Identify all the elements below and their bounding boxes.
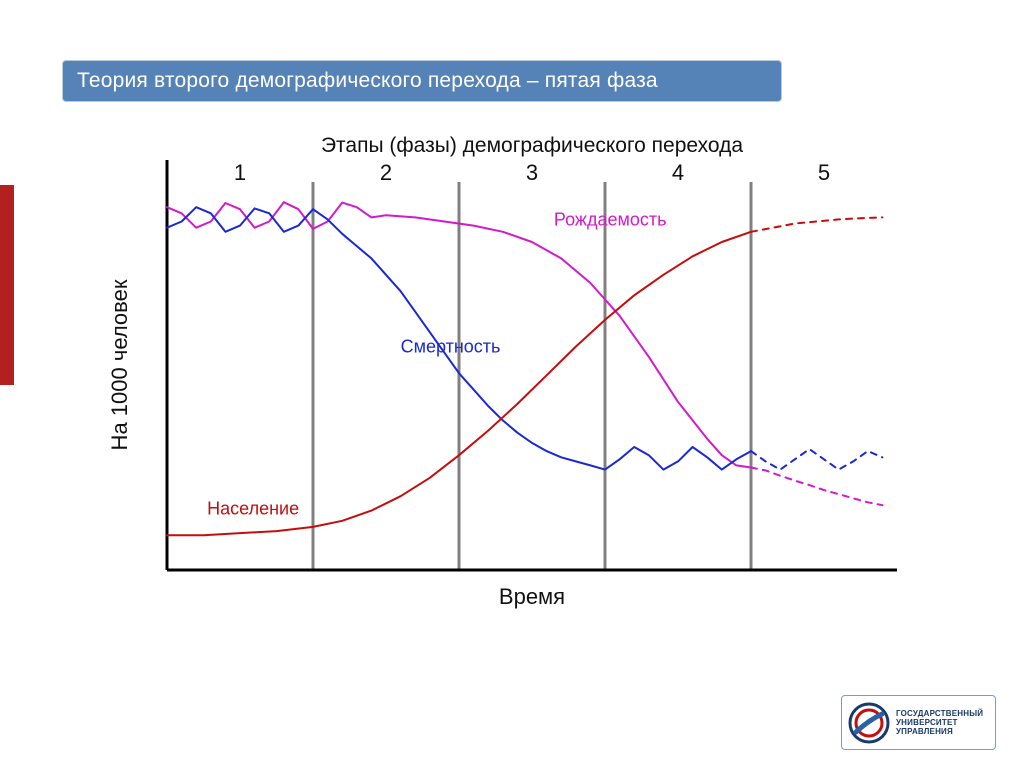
logo-line-1: ГОСУДАРСТВЕННЫЙ	[896, 709, 983, 718]
phase-label: 2	[380, 160, 392, 185]
phase-label: 4	[672, 160, 684, 185]
birth-line-dashed	[751, 468, 882, 506]
logo-line-3: УПРАВЛЕНИЯ	[896, 727, 983, 736]
phase-label: 3	[526, 160, 538, 185]
logo-icon	[848, 702, 890, 744]
death-label: Смертность	[401, 337, 501, 357]
birth-label: Рождаемость	[554, 210, 667, 230]
demographic-transition-chart: Этапы (фазы) демографического перехода 1 2…	[92, 130, 922, 630]
y-axis-label: На 1000 человек	[107, 279, 132, 450]
slide-title-banner: Теория второго демографического перехода…	[62, 60, 782, 102]
chart-title: Этапы (фазы) демографического перехода	[321, 134, 743, 157]
x-axis-label: Время	[499, 584, 565, 609]
phase-label: 5	[818, 160, 830, 185]
chart-container: Этапы (фазы) демографического перехода 1 2…	[92, 130, 922, 630]
population-label: Население	[207, 499, 299, 519]
logo-text: ГОСУДАРСТВЕННЫЙ УНИВЕРСИТЕТ УПРАВЛЕНИЯ	[896, 709, 983, 737]
phase-label: 1	[234, 160, 246, 185]
population-line-dashed	[751, 217, 882, 231]
university-logo: ГОСУДАРСТВЕННЫЙ УНИВЕРСИТЕТ УПРАВЛЕНИЯ	[841, 695, 996, 750]
death-line-dashed	[751, 449, 882, 470]
logo-line-2: УНИВЕРСИТЕТ	[896, 718, 983, 727]
left-accent-bar	[0, 185, 14, 385]
slide-title-text: Теория второго демографического перехода…	[77, 69, 658, 93]
